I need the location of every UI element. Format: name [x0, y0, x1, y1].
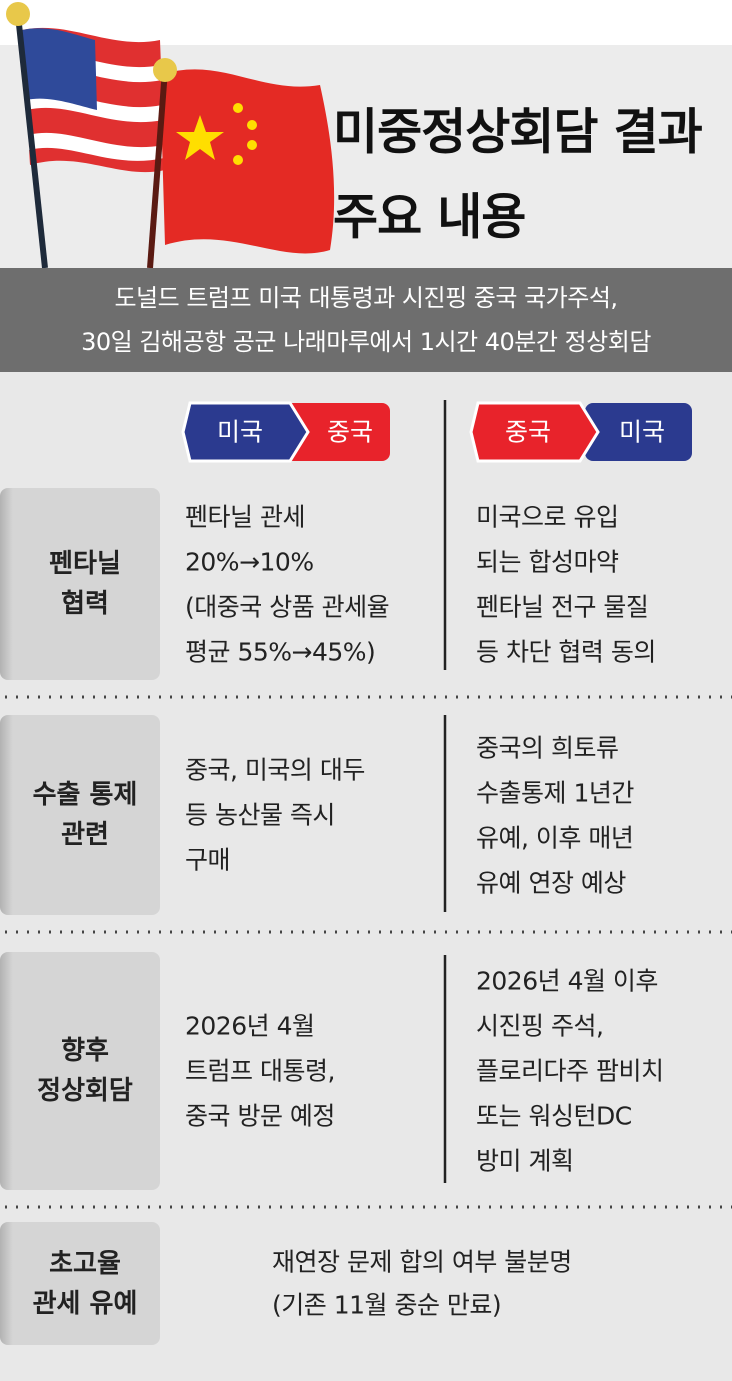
row-text: 펜타닐 관세 — [185, 502, 305, 531]
row-text: 트럼프 대통령, — [185, 1056, 335, 1086]
row-label: 펜타닐 — [49, 549, 121, 579]
row-text: 수출통제 1년간 — [476, 778, 634, 807]
row-text: 미국으로 유입 — [476, 502, 619, 531]
row-label: 정상회담 — [37, 1076, 133, 1106]
row-text: 또는 워싱턴DC — [476, 1101, 632, 1131]
row-text: 재연장 문제 합의 여부 불분명 — [272, 1247, 572, 1277]
title: 주요 내용 — [333, 188, 526, 246]
star — [176, 115, 224, 160]
row-text: 되는 합성마약 — [476, 547, 619, 576]
flag-pole — [15, 14, 48, 269]
star — [247, 140, 257, 150]
subtitle: 도널드 트럼프 미국 대통령과 시진핑 중국 국가주석, — [114, 284, 618, 312]
subtitle: 30일 김해공항 공군 나래마루에서 1시간 40분간 정상회담 — [81, 328, 651, 356]
row-text: 중국, 미국의 대두 — [185, 755, 365, 785]
us-canton — [22, 28, 97, 110]
row-text: (기존 11월 중순 만료) — [272, 1290, 502, 1320]
arrow-from — [181, 401, 310, 463]
column-from: 중국 — [504, 417, 552, 447]
title: 미중정상회담 결과 — [333, 103, 703, 161]
row-text: 플로리다주 팜비치 — [476, 1056, 664, 1086]
column-to: 미국 — [618, 417, 666, 447]
column-to: 중국 — [326, 417, 374, 447]
column-from: 미국 — [216, 417, 264, 447]
star — [233, 155, 243, 165]
china-flag — [160, 69, 335, 254]
arrow-to — [285, 403, 390, 461]
row-text: 중국의 희토류 — [476, 733, 619, 762]
row-label: 관세 유예 — [32, 1288, 138, 1319]
row-text: 유예 연장 예상 — [476, 868, 626, 897]
row-text: 등 농산물 즉시 — [185, 800, 335, 830]
pole-cap — [153, 58, 177, 82]
row-text: 유예, 이후 매년 — [476, 823, 634, 852]
row-label: 향후 — [61, 1036, 109, 1066]
row-text: 방미 계획 — [476, 1146, 574, 1176]
row-text: 중국 방문 예정 — [185, 1101, 335, 1131]
row-label: 관련 — [61, 820, 109, 850]
row-text: 등 차단 협력 동의 — [476, 637, 656, 666]
row-label: 수출 통제 — [32, 780, 138, 810]
star — [247, 120, 257, 130]
row-separators — [5, 695, 732, 1209]
row-text: 20%→10% — [185, 547, 314, 576]
star — [233, 103, 243, 113]
top-band — [0, 0, 732, 45]
row-text: 시진핑 주석, — [476, 1011, 604, 1041]
subtitle-band — [0, 268, 732, 372]
row-text: 펜타닐 전구 물질 — [476, 592, 649, 621]
row-label: 협력 — [61, 589, 109, 619]
label-boxes — [0, 488, 160, 1345]
flag-pole — [147, 69, 168, 269]
row-text: 2026년 4월 이후 — [476, 966, 658, 996]
row-text: 구매 — [185, 845, 231, 875]
arrow-from — [469, 401, 600, 463]
row-text: (대중국 상품 관세율 — [185, 592, 390, 621]
arrow-to — [585, 403, 692, 461]
row-text: 평균 55%→45%) — [185, 637, 376, 666]
pole-cap — [6, 2, 30, 26]
row-text: 2026년 4월 — [185, 1011, 315, 1041]
row-label: 초고율 — [49, 1248, 121, 1279]
